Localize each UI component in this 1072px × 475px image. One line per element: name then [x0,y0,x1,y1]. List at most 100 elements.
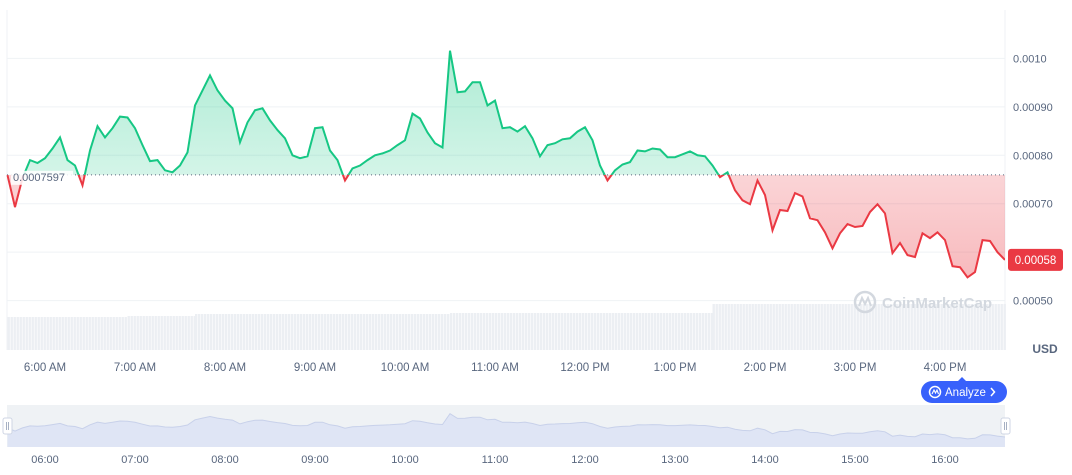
analyze-button[interactable]: Analyze [921,377,1007,403]
volume-bar [925,304,928,350]
navigator-tick-label: 10:00 [391,454,419,466]
volume-bar [877,304,880,350]
volume-bar [769,304,772,350]
volume-bar [64,317,67,350]
volume-bar [441,314,444,350]
volume-bar [255,314,258,350]
x-tick-label: 1:00 PM [654,362,697,374]
volume-bar [402,314,405,350]
volume-bar [303,314,306,350]
volume-bar [270,314,273,350]
volume-bar [994,304,997,350]
navigator-handle-left[interactable] [2,417,13,435]
analyze-chat-icon [928,385,942,399]
navigator-tick-label: 09:00 [301,454,329,466]
chevron-right-icon [990,387,996,397]
volume-bar [408,314,411,350]
y-tick-label: 0.00070 [1013,199,1053,211]
volume-bar [985,304,988,350]
volume-bar [438,314,441,350]
volume-bar [913,304,916,350]
volume-bar [681,313,684,350]
volume-bar [573,313,576,350]
volume-bar [708,313,711,350]
volume-bar [624,313,627,350]
volume-bar [288,314,291,350]
volume-bar [151,316,154,350]
volume-bar [570,313,573,350]
volume-bar [474,313,477,350]
navigator-handle-right[interactable] [1000,417,1011,435]
volume-bar [931,304,934,350]
volume-bar [456,313,459,350]
x-tick-label: 7:00 AM [114,362,156,374]
volume-bar [603,313,606,350]
volume-bar [976,304,979,350]
volume-bar [372,314,375,350]
volume-bar [348,314,351,350]
volume-bar [648,313,651,350]
volume-bar [43,317,46,350]
volume-bar [447,314,450,350]
volume-bar [802,304,805,350]
volume-bar [910,304,913,350]
volume-bar [219,314,222,350]
volume-bar [690,313,693,350]
volume-bar [342,314,345,350]
navigator-line [7,413,1006,440]
volume-bars [7,304,1006,350]
volume-bar [411,314,414,350]
volume-bar [360,314,363,350]
volume-bar [642,313,645,350]
volume-bar [118,317,121,350]
volume-bar [393,314,396,350]
volume-bar [453,313,456,350]
volume-bar [109,317,112,350]
volume-bar [201,314,204,350]
volume-bar [748,304,751,350]
volume-bar [97,317,100,350]
volume-bar [477,313,480,350]
volume-bar [736,304,739,350]
volume-bar [207,314,210,350]
volume-bar [414,314,417,350]
volume-bar [627,313,630,350]
volume-bar [672,313,675,350]
volume-bar [964,304,967,350]
volume-bar [582,313,585,350]
navigator-tick-label: 13:00 [661,454,689,466]
volume-bar [366,314,369,350]
x-axis-ticks: 6:00 AM 7:00 AM 8:00 AM 9:00 AM 10:00 AM 11:0… [24,362,967,374]
navigator-tick-label: 15:00 [841,454,869,466]
current-price-badge: 0.00058 [1008,248,1063,271]
volume-bar [70,317,73,350]
volume-bar [357,314,360,350]
analyze-label: Analyze [945,387,986,399]
volume-bar [426,314,429,350]
volume-bar [766,304,769,350]
volume-bar [618,313,621,350]
volume-bar [243,314,246,350]
navigator[interactable] [2,405,1011,447]
volume-bar [684,313,687,350]
volume-bar [889,304,892,350]
volume-bar [922,304,925,350]
volume-bar [157,316,160,350]
volume-bar [880,304,883,350]
volume-bar [721,304,724,350]
volume-bar [375,314,378,350]
volume-bar [991,304,994,350]
volume-bar [40,317,43,350]
volume-bar [432,314,435,350]
volume-bar [841,304,844,350]
volume-bar [567,313,570,350]
volume-bar [489,313,492,350]
volume-bar [145,316,148,350]
navigator-tick-label: 08:00 [211,454,239,466]
volume-bar [705,313,708,350]
volume-bar [55,317,58,350]
volume-bar [600,313,603,350]
volume-bar [115,317,118,350]
volume-bar [763,304,766,350]
